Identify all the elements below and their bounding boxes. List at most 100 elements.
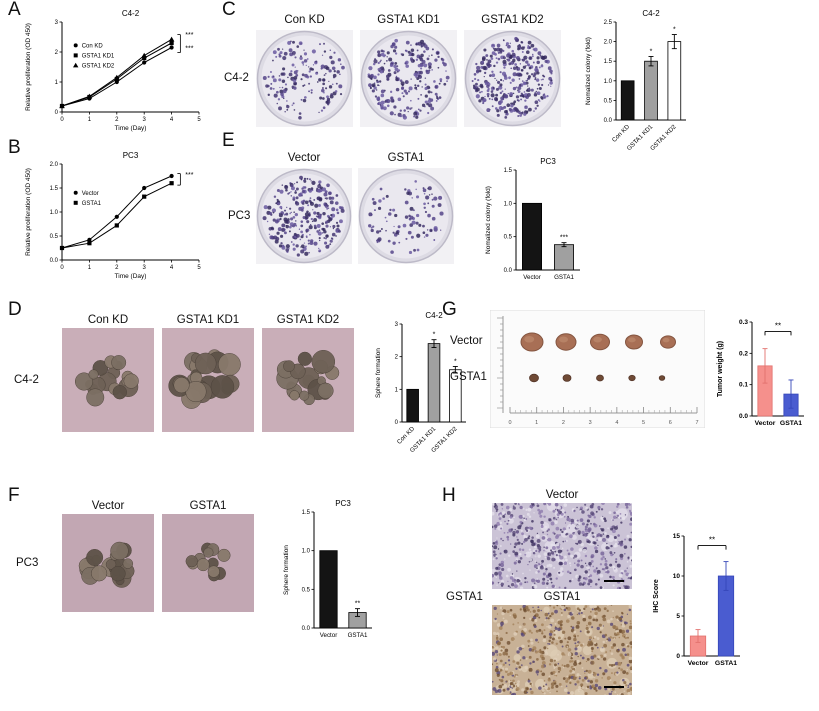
svg-text:1: 1 xyxy=(535,420,538,426)
svg-text:0.2: 0.2 xyxy=(739,350,748,357)
svg-text:Con KD: Con KD xyxy=(396,425,417,446)
line-chart-c42-proliferation: C4-2 Relative proliferation (OD 450) Time … xyxy=(22,6,217,140)
svg-text:0.0: 0.0 xyxy=(50,258,59,264)
svg-text:0.1: 0.1 xyxy=(739,382,748,389)
svg-text:4: 4 xyxy=(170,117,174,123)
sphere-image-gsta1-kd2 xyxy=(262,328,354,432)
tumor-photo: 0 1 2 3 4 5 6 7 xyxy=(490,310,705,428)
svg-text:GSTA1: GSTA1 xyxy=(82,201,102,207)
svg-text:4: 4 xyxy=(170,265,174,271)
svg-text:1: 1 xyxy=(88,265,92,271)
svg-text:Sphere formation: Sphere formation xyxy=(375,348,382,398)
svg-text:0.5: 0.5 xyxy=(50,234,59,240)
svg-text:1.0: 1.0 xyxy=(50,210,59,216)
svg-text:3: 3 xyxy=(143,265,147,271)
panel-letter-d: D xyxy=(8,299,22,320)
svg-text:1.0: 1.0 xyxy=(504,201,513,207)
svg-text:GSTA1: GSTA1 xyxy=(348,632,368,639)
svg-text:2: 2 xyxy=(562,420,565,426)
panel-letter-a: A xyxy=(8,0,21,20)
panel-letter-b: B xyxy=(8,137,21,158)
bar-chart-tumor-weight: Tumor weight (g) 0.0 0.1 0.2 0.3 Vector GSTA1 *… xyxy=(714,308,814,434)
svg-text:1: 1 xyxy=(88,117,92,123)
svg-text:2.5: 2.5 xyxy=(604,20,613,26)
svg-text:PC3: PC3 xyxy=(123,151,139,160)
svg-text:Vector: Vector xyxy=(523,274,541,281)
svg-text:***: *** xyxy=(560,235,568,242)
colony-dish-image-con-kd xyxy=(256,30,353,127)
svg-text:Time (Day): Time (Day) xyxy=(115,125,147,132)
svg-text:GSTA1 KD2: GSTA1 KD2 xyxy=(82,64,115,70)
colony-dish-image-gsta1 xyxy=(358,168,454,264)
svg-text:C4-2: C4-2 xyxy=(642,9,660,18)
svg-text:2.0: 2.0 xyxy=(604,40,613,46)
svg-text:2.0: 2.0 xyxy=(50,162,59,168)
svg-text:Vector: Vector xyxy=(82,191,99,197)
column-label-ihc-vector: Vector xyxy=(545,489,579,501)
svg-text:1.5: 1.5 xyxy=(302,510,311,516)
svg-text:GSTA1: GSTA1 xyxy=(780,420,802,427)
svg-text:C4-2: C4-2 xyxy=(122,9,140,18)
svg-text:Con KD: Con KD xyxy=(611,123,632,144)
row-label-gsta1-ihc: GSTA1 xyxy=(446,591,483,603)
svg-text:***: *** xyxy=(185,172,193,179)
svg-text:Relative proliferation (OD 450: Relative proliferation (OD 450) xyxy=(25,168,32,256)
row-label-pc3-colony: PC3 xyxy=(228,210,251,222)
svg-text:0: 0 xyxy=(676,653,680,660)
svg-text:PC3: PC3 xyxy=(540,157,556,166)
panel-letter-h: H xyxy=(442,485,456,506)
svg-text:*: * xyxy=(650,48,653,55)
ihc-image-gsta1 xyxy=(492,605,632,695)
svg-text:Vector: Vector xyxy=(320,632,338,639)
svg-text:15: 15 xyxy=(673,533,681,540)
colony-dish-image-gsta1-kd2 xyxy=(464,30,561,127)
svg-text:0.0: 0.0 xyxy=(302,626,311,632)
svg-text:0.0: 0.0 xyxy=(504,268,513,274)
svg-text:1.0: 1.0 xyxy=(302,549,311,555)
svg-text:0: 0 xyxy=(395,420,399,426)
panel-letter-f: F xyxy=(8,485,20,506)
row-label-c42-sphere: C4-2 xyxy=(14,374,39,386)
row-label-c42-colony: C4-2 xyxy=(224,72,249,84)
svg-text:Time (Day): Time (Day) xyxy=(115,273,147,280)
svg-text:0: 0 xyxy=(60,117,64,123)
svg-text:0.5: 0.5 xyxy=(302,587,311,593)
sphere-image-vector xyxy=(62,514,154,612)
svg-text:***: *** xyxy=(185,46,193,53)
svg-text:3: 3 xyxy=(55,20,59,26)
svg-text:0: 0 xyxy=(508,420,511,426)
svg-text:***: *** xyxy=(185,32,193,39)
svg-text:Vector: Vector xyxy=(688,660,709,667)
svg-text:**: ** xyxy=(709,536,715,545)
svg-text:C4-2: C4-2 xyxy=(425,311,443,320)
svg-text:5: 5 xyxy=(197,265,201,271)
svg-text:2: 2 xyxy=(395,355,399,361)
svg-text:2: 2 xyxy=(55,50,59,56)
svg-text:GSTA1: GSTA1 xyxy=(554,274,574,281)
sphere-image-gsta1 xyxy=(162,514,254,612)
svg-text:Vector: Vector xyxy=(755,420,776,427)
svg-text:0: 0 xyxy=(55,110,59,116)
svg-text:3: 3 xyxy=(395,322,399,328)
svg-text:Nomalized colony (fold): Nomalized colony (fold) xyxy=(485,186,492,254)
svg-text:5: 5 xyxy=(642,420,645,426)
svg-text:1.0: 1.0 xyxy=(604,79,613,85)
svg-text:Tumor weight (g): Tumor weight (g) xyxy=(717,341,724,397)
svg-text:2: 2 xyxy=(115,265,119,271)
row-label-gsta1-tumors: GSTA1 xyxy=(450,371,487,383)
column-label-sphere-gsta1-kd2: GSTA1 KD2 xyxy=(276,314,340,326)
svg-text:0.0: 0.0 xyxy=(739,413,748,420)
svg-text:**: ** xyxy=(355,601,361,608)
svg-text:3: 3 xyxy=(589,420,592,426)
svg-text:0.3: 0.3 xyxy=(739,319,748,326)
svg-text:6: 6 xyxy=(669,420,672,426)
svg-text:0: 0 xyxy=(60,265,64,271)
bar-chart-pc3-sphere: PC3 Sphere formation 0.0 0.5 1.0 1.5 Vector ** G… xyxy=(280,494,386,646)
svg-text:GSTA1 KD1: GSTA1 KD1 xyxy=(82,54,115,60)
svg-text:*: * xyxy=(433,332,436,339)
column-label-gsta1-colony: GSTA1 xyxy=(387,152,425,164)
colony-dish-image-vector xyxy=(256,168,352,264)
svg-text:0.5: 0.5 xyxy=(604,98,613,104)
line-chart-pc3-proliferation: PC3 Relative proliferation (OD 450) Time (… xyxy=(22,148,217,288)
